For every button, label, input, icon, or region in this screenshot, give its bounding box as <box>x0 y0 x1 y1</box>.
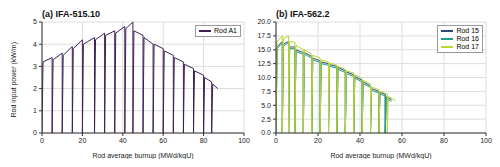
html-text:Rod A1: Rod A1 <box>214 27 237 34</box>
svg-text:80: 80 <box>200 137 208 144</box>
svg-text:17.5: 17.5 <box>257 32 271 39</box>
html-text:Rod 16: Rod 16 <box>456 35 479 42</box>
svg-text:0: 0 <box>40 137 44 144</box>
html-text:(a) IFA-515.10: (a) IFA-515.10 <box>42 9 100 19</box>
svg-text:20.0: 20.0 <box>257 18 271 25</box>
svg-text:40: 40 <box>356 137 364 144</box>
svg-text:60: 60 <box>398 137 406 144</box>
svg-text:0: 0 <box>274 137 278 144</box>
svg-text:Rod input power (kW/m): Rod input power (kW/m) <box>10 42 18 117</box>
svg-text:12.5: 12.5 <box>257 60 271 67</box>
svg-text:0: 0 <box>33 129 37 136</box>
svg-text:80: 80 <box>440 137 448 144</box>
svg-text:20: 20 <box>79 137 87 144</box>
svg-text:0.0: 0.0 <box>261 129 271 136</box>
svg-text:1: 1 <box>33 107 37 114</box>
svg-text:5.0: 5.0 <box>261 102 271 109</box>
svg-text:5: 5 <box>33 18 37 25</box>
svg-text:100: 100 <box>238 137 250 144</box>
svg-text:60: 60 <box>159 137 167 144</box>
svg-text:2.5: 2.5 <box>261 116 271 123</box>
svg-text:Rod average burnup (MWd/kgU): Rod average burnup (MWd/kgU) <box>330 152 431 159</box>
html-text:Rod 17: Rod 17 <box>456 43 479 50</box>
svg-text:3: 3 <box>33 63 37 70</box>
svg-text:4: 4 <box>33 41 37 48</box>
svg-text:100: 100 <box>480 137 492 144</box>
html-text:Rod 15: Rod 15 <box>456 27 479 34</box>
svg-text:7.5: 7.5 <box>261 88 271 95</box>
svg-text:2: 2 <box>33 85 37 92</box>
svg-text:20: 20 <box>314 137 322 144</box>
svg-text:15.0: 15.0 <box>257 46 271 53</box>
svg-text:10.0: 10.0 <box>257 74 271 81</box>
svg-text:40: 40 <box>119 137 127 144</box>
html-text:(b) IFA-562.2: (b) IFA-562.2 <box>276 9 330 19</box>
svg-text:Rod average burnup (MWd/kgU): Rod average burnup (MWd/kgU) <box>92 152 193 159</box>
